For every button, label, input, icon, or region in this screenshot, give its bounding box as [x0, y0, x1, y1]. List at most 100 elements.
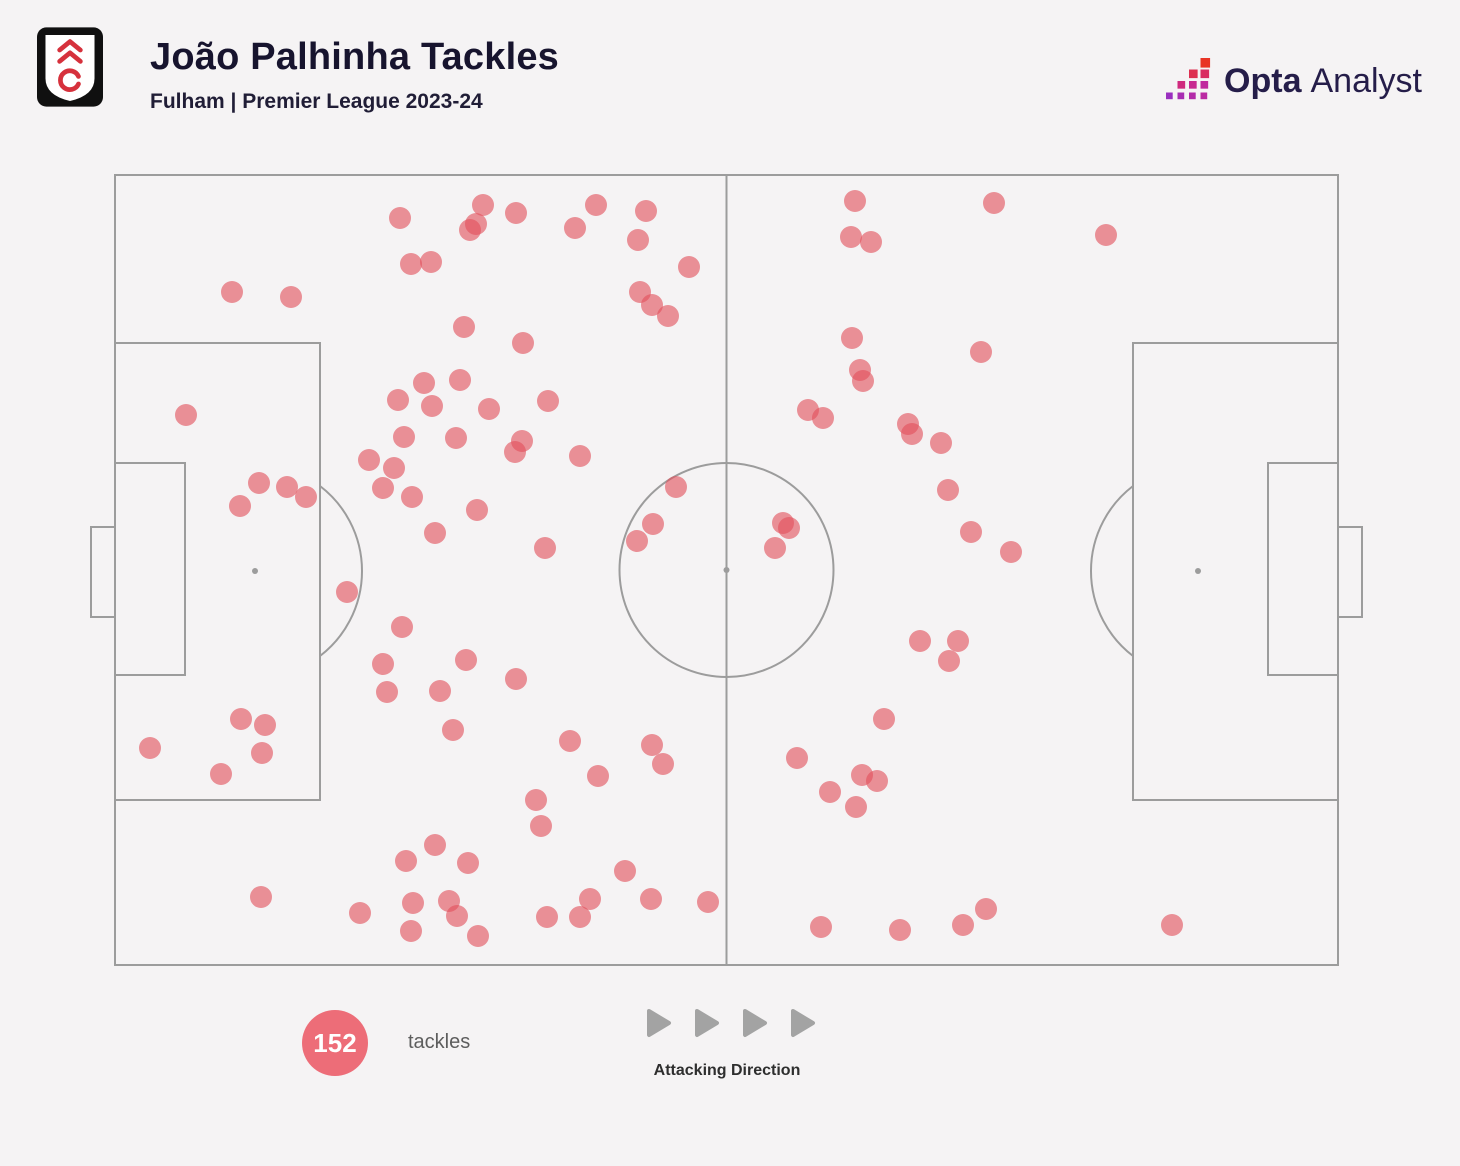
tackle-dot [250, 742, 273, 765]
tackle-dot [395, 849, 418, 872]
attacking-direction-label: Attacking Direction [653, 1062, 801, 1079]
tackle-dot [248, 472, 271, 495]
tackle-dot [843, 190, 866, 213]
tackle-dot [375, 680, 398, 703]
tackle-dot [139, 736, 162, 759]
tackle-dot [951, 913, 974, 936]
tackle-dot [399, 920, 422, 943]
tackle-dot [448, 368, 471, 391]
tackle-dot [936, 479, 959, 502]
page-title: João Palhinha Tackles [150, 36, 559, 78]
dots-layer [115, 175, 1338, 965]
tackle-dot [401, 486, 424, 509]
brand-wordmark: Opta Analyst [1224, 62, 1422, 101]
penalty-spot-left [252, 568, 258, 574]
tackle-dot [889, 919, 912, 942]
tackle-dot [974, 897, 997, 920]
tackle-dot [613, 859, 636, 882]
tackle-dot [210, 762, 233, 785]
tackle-dot [221, 280, 244, 303]
penalty-arc-right [1091, 486, 1133, 656]
tackle-dot [446, 905, 469, 928]
tackle-dot [626, 529, 649, 552]
tackle-dot [399, 253, 422, 276]
tackle-dot [467, 924, 490, 947]
tackle-dot [229, 708, 252, 731]
tackle-dot [371, 653, 394, 675]
tackle-dot [938, 649, 961, 672]
tackle-dot [529, 814, 552, 837]
tackle-dot [358, 449, 381, 472]
tackle-dot [535, 905, 558, 928]
tackle-dot [228, 495, 251, 517]
tackle-dot [452, 315, 475, 338]
attacking-direction-arrows-icon [647, 1009, 815, 1037]
tackle-dot [249, 886, 272, 909]
tackle-dot [472, 194, 495, 217]
goal-left [91, 527, 115, 617]
tackle-count-badge: 152 [302, 1010, 368, 1076]
tackle-dot [382, 457, 405, 480]
tackle-dot [1000, 540, 1023, 563]
tackle-dot [929, 431, 952, 454]
tackle-dot [946, 630, 969, 653]
tackle-dot [908, 630, 931, 653]
tackle-dot [503, 441, 526, 464]
tackle-dot [392, 426, 415, 449]
tackle-dot [845, 796, 868, 818]
tackle-dot [873, 708, 896, 731]
tackle-dot [859, 231, 882, 254]
tackle-dot [457, 852, 480, 875]
tackle-dot [812, 407, 835, 430]
goal-right [1338, 527, 1362, 617]
tackle-dot [640, 734, 663, 757]
fulham-crest-icon [37, 27, 103, 107]
tackle-dot [402, 892, 425, 915]
tackle-dot [294, 486, 317, 509]
opta-pixel-chart-icon [1166, 58, 1211, 100]
tackle-dot [841, 326, 864, 349]
tackle-dot [336, 581, 359, 604]
tackle-dot [627, 228, 650, 251]
tackle-dot [466, 498, 488, 521]
tackle-dot [639, 887, 662, 910]
tackle-dot [840, 225, 863, 248]
tackle-dot [587, 765, 610, 788]
tackle-dot [441, 719, 464, 742]
brand-logo: Opta Analyst [1166, 58, 1422, 104]
tackle-dot [969, 340, 992, 363]
tackle-dot [348, 901, 371, 924]
tackle-dot [852, 370, 875, 393]
tackle-dot [865, 769, 888, 792]
tackle-dot [819, 780, 842, 803]
tackle-dot [174, 404, 197, 427]
tackle-dot [809, 916, 832, 939]
tackle-dot [419, 250, 442, 273]
tackle-dot [424, 521, 447, 544]
tackle-dot [983, 191, 1006, 214]
tackle-dot [276, 476, 299, 499]
tackle-dot [536, 389, 559, 412]
tackle-dot [524, 788, 547, 811]
page-subtitle: Fulham | Premier League 2023-24 [150, 90, 483, 113]
tackle-count: 152 [313, 1027, 357, 1058]
tackle-dot [786, 747, 809, 770]
tackle-dot [1160, 913, 1183, 936]
tackle-dot [464, 212, 487, 235]
tackle-dot [656, 304, 679, 327]
penalty-arc-left [320, 486, 362, 656]
tackle-dot [677, 255, 700, 278]
tackle-dot [651, 753, 674, 776]
tackle-dot [563, 216, 586, 239]
tackle-dot [634, 200, 657, 223]
tackle-dot [386, 389, 409, 412]
tackle-dot [254, 713, 277, 736]
tackle-dot [478, 397, 501, 420]
tackle-dot [420, 394, 443, 417]
pitch-markings [115, 175, 1338, 965]
tackle-dot [1094, 224, 1117, 247]
tackle-dot [642, 513, 665, 536]
tackle-dot [568, 445, 591, 468]
brand-word-analyst: Analyst [1310, 61, 1423, 100]
